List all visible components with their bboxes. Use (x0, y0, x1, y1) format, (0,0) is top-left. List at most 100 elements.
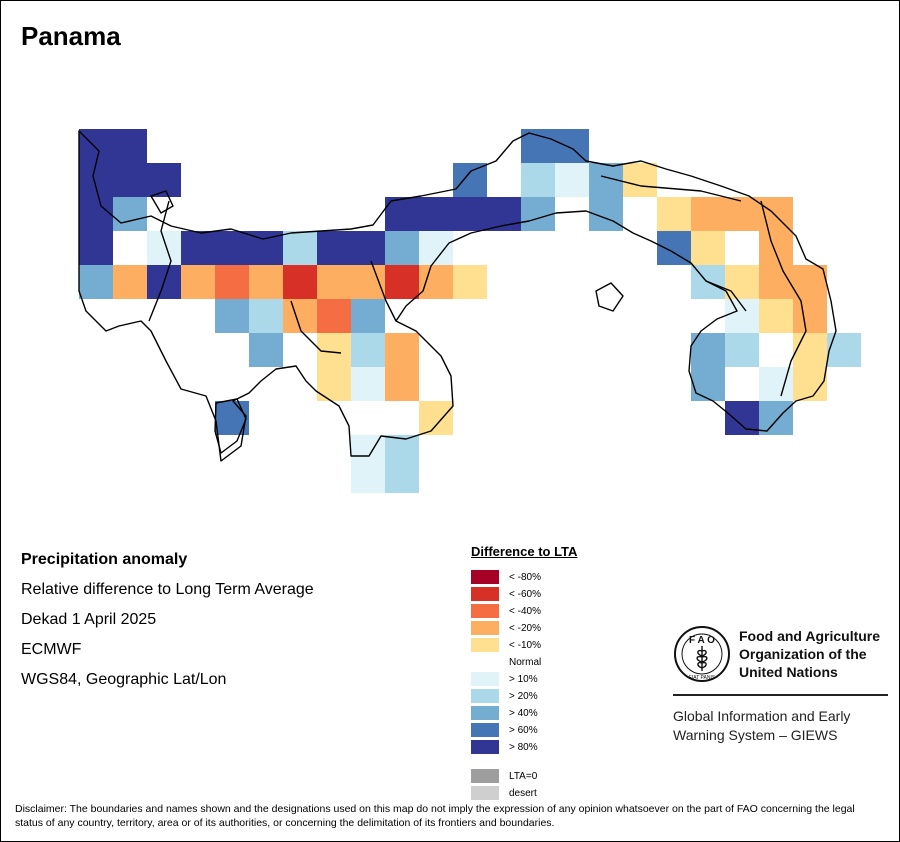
legend-swatch (471, 672, 499, 686)
legend-swatch (471, 570, 499, 584)
anomaly-grid (79, 129, 861, 493)
anomaly-cell (793, 299, 827, 333)
anomaly-cell (725, 265, 759, 299)
legend-item: > 20% (471, 689, 538, 703)
anomaly-cell (283, 265, 317, 299)
anomaly-cell (79, 197, 113, 231)
anomaly-cell (113, 129, 147, 163)
anomaly-cell (351, 299, 385, 333)
anomaly-cell (215, 231, 249, 265)
legend-swatch (471, 769, 499, 783)
country-boundaries (78, 130, 837, 462)
colombia-border (760, 200, 807, 397)
anomaly-cell (113, 163, 147, 197)
island-rey (595, 282, 624, 312)
anomaly-cell (691, 197, 725, 231)
anomaly-cell (793, 265, 827, 299)
legend-item: LTA=0 (471, 769, 537, 783)
legend-swatch (471, 786, 499, 800)
legend-item: < -10% (471, 638, 541, 652)
anomaly-cell (759, 265, 793, 299)
anomaly-cell (453, 163, 487, 197)
legend-label: LTA=0 (509, 770, 538, 782)
panama-coastline (78, 130, 837, 462)
anomaly-cell (759, 333, 793, 367)
anomaly-cell (827, 333, 861, 367)
anomaly-cell (555, 163, 589, 197)
projection-label: WGS84, Geographic Lat/Lon (21, 671, 227, 688)
island-bocas (150, 190, 174, 214)
anomaly-cell (691, 231, 725, 265)
legend-label: desert (509, 787, 537, 799)
svg-text:FIAT PANIS: FIAT PANIS (689, 675, 716, 681)
legend-swatch (471, 689, 499, 703)
anomaly-cell (419, 265, 453, 299)
anomaly-cell (759, 231, 793, 265)
legend-swatch (471, 604, 499, 618)
anomaly-cell (317, 231, 351, 265)
anomaly-cell (317, 367, 351, 401)
legend-item: < -40% (471, 604, 541, 618)
anomaly-cell (623, 163, 657, 197)
legend-label: < -60% (509, 588, 541, 600)
legend-item: < -80% (471, 570, 541, 584)
costa-rica-border (148, 200, 172, 322)
anomaly-cell (521, 197, 555, 231)
anomaly-cell (521, 163, 555, 197)
legend-label: > 20% (509, 690, 538, 702)
anomaly-cell (385, 333, 419, 367)
precipitation-anomaly-map (78, 129, 861, 493)
anomaly-cell (79, 163, 113, 197)
fao-logo-icon: F A O FIAT PANIS (674, 626, 730, 682)
anomaly-cell (147, 197, 181, 231)
anomaly-cell (385, 265, 419, 299)
anomaly-cell (181, 265, 215, 299)
anomaly-cell (419, 197, 453, 231)
anomaly-cell (759, 401, 793, 435)
anomaly-cell (725, 367, 759, 401)
anomaly-cell (725, 231, 759, 265)
anomaly-cell (79, 265, 113, 299)
anomaly-cell (215, 299, 249, 333)
fao-divider (673, 694, 888, 696)
legend-label: < -80% (509, 571, 541, 583)
disclaimer: Disclaimer: The boundaries and names sho… (15, 803, 855, 829)
map-info: Precipitation anomaly Relative differenc… (21, 549, 314, 699)
anomaly-cell (79, 129, 113, 163)
legend-item: > 80% (471, 740, 538, 754)
giews-label: Global Information and Early Warning Sys… (673, 708, 851, 743)
province-border-4 (705, 280, 747, 312)
legend-label: > 40% (509, 707, 538, 719)
anomaly-cell (725, 299, 759, 333)
anomaly-cell (351, 333, 385, 367)
anomaly-cell (419, 401, 453, 435)
anomaly-cell (317, 333, 351, 367)
anomaly-cell (453, 197, 487, 231)
anomaly-cell (351, 265, 385, 299)
province-border-2 (370, 260, 397, 322)
anomaly-cell (283, 231, 317, 265)
legend-item: > 40% (471, 706, 538, 720)
anomaly-cell (351, 367, 385, 401)
anomaly-cell (725, 333, 759, 367)
anomaly-cell (385, 197, 419, 231)
anomaly-cell (385, 231, 419, 265)
anomaly-cell (317, 299, 351, 333)
source-label: ECMWF (21, 641, 82, 658)
legend-label: Normal (509, 656, 542, 668)
province-border-3 (600, 175, 742, 202)
island-coiba (214, 398, 247, 454)
legend: Difference to LTA < -80% < -60% < -40% < -2… (471, 544, 577, 800)
legend-label: < -10% (509, 639, 541, 651)
map-title: Panama (21, 21, 121, 51)
legend-label: > 80% (509, 741, 538, 753)
anomaly-cell (113, 231, 147, 265)
anomaly-cell (79, 231, 113, 265)
anomaly-cell (249, 265, 283, 299)
anomaly-cell (385, 367, 419, 401)
anomaly-cell (249, 299, 283, 333)
legend-label: < -40% (509, 605, 541, 617)
legend-item: Normal (471, 655, 541, 669)
anomaly-cell (181, 231, 215, 265)
